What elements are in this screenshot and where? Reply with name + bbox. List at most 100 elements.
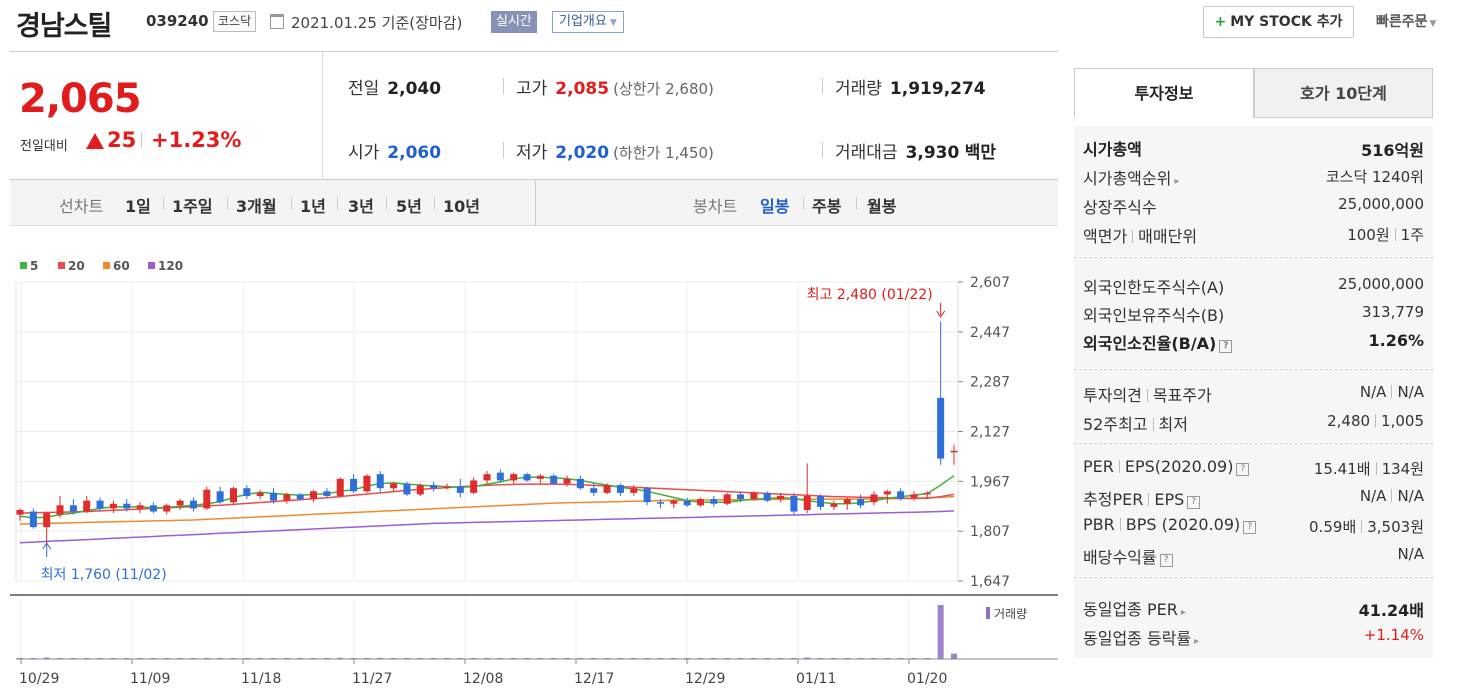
quick-order-label: 빠른주문 xyxy=(1376,14,1428,30)
y-tick-label: 1,807 xyxy=(970,524,1010,540)
dividend-text: 배당수익률 xyxy=(1083,548,1157,567)
tab-order-book[interactable]: 호가 10단계 xyxy=(1254,68,1433,118)
market-cap-label: 시가총액 xyxy=(1083,140,1142,159)
realtime-button[interactable]: 실시간 xyxy=(491,11,537,33)
candlestick-chart[interactable]: 5 20 60 120 최고 2,480 (01/22) 최저 1,760 (11/02… xyxy=(10,227,1058,699)
chart-annotations: 최고 2,480 (01/22) 최저 1,760 (11/02) xyxy=(41,287,946,583)
period-3m[interactable]: 3개월 xyxy=(236,197,277,216)
foreign-limit-value: 25,000,000 xyxy=(1338,275,1424,293)
amount-label: 거래대금 xyxy=(835,143,898,163)
period-10y[interactable]: 10년 xyxy=(443,197,480,216)
candle-body xyxy=(16,509,24,515)
quick-order-dropdown[interactable]: 빠른주문 ▼ xyxy=(1376,11,1436,31)
industry-change-text: 동일업종 등락률 xyxy=(1083,629,1192,648)
candle-body xyxy=(523,474,531,481)
candle-body xyxy=(696,499,704,506)
market-cap-rank-row[interactable]: 시가총액순위 ▸ 코스닥 1240위 xyxy=(1074,161,1433,190)
candle-body xyxy=(163,505,171,512)
volume-bar xyxy=(337,657,344,659)
period-1d[interactable]: 1일 xyxy=(125,197,151,216)
market-cap-rank-value: 코스닥 1240위 xyxy=(1325,168,1424,186)
divider xyxy=(1152,418,1154,431)
info-group-opinion: 투자의견 목표주가 N/A N/A 52주최고 최저 2,480 1,005 xyxy=(1074,370,1433,442)
candle-body xyxy=(683,500,691,506)
price-chart[interactable]: 5 20 60 120 최고 2,480 (01/22) 최저 1,760 (11/02… xyxy=(10,227,1058,699)
divider xyxy=(1074,577,1433,578)
candle-monthly[interactable]: 월봉 xyxy=(867,197,897,216)
divider xyxy=(503,142,504,158)
period-1y[interactable]: 1년 xyxy=(300,197,326,216)
candle-body xyxy=(750,492,758,500)
industry-per-label: 동일업종 PER ▸ xyxy=(1083,596,1186,620)
add-my-stock-button[interactable]: + MY STOCK 추가 xyxy=(1203,6,1354,38)
divider xyxy=(1361,520,1363,533)
amount-value: 3,930 xyxy=(905,143,960,163)
invest-info-panel: 투자정보 호가 10단계 시가총액 516억원 시가총액순위 ▸ 코스닥 1240… xyxy=(1074,68,1433,658)
pbr-text: PBR xyxy=(1083,515,1115,534)
candle-body xyxy=(283,494,291,501)
change-percent: +1.23% xyxy=(151,128,242,152)
candle-body xyxy=(857,499,865,506)
par-label: 액면가 xyxy=(1083,227,1128,246)
current-price-box: 2,065 전일대비 25 +1.23% xyxy=(10,52,323,179)
industry-change-row[interactable]: 동일업종 등락률 ▸ +1.14% xyxy=(1074,621,1433,650)
period-3y[interactable]: 3년 xyxy=(348,197,374,216)
legend-swatch xyxy=(148,262,155,269)
company-overview-dropdown[interactable]: 기업개요 ▼ xyxy=(552,11,624,33)
prev-close-label: 전일 xyxy=(348,79,380,99)
candle-body xyxy=(777,495,785,500)
candle-body xyxy=(96,500,104,509)
candle-chart-label: 봉차트 xyxy=(693,197,738,216)
divider xyxy=(803,197,804,210)
listed-shares-value: 25,000,000 xyxy=(1338,195,1424,213)
candle-body xyxy=(670,500,678,504)
help-icon[interactable]: ? xyxy=(1243,521,1257,534)
candle-body xyxy=(256,492,264,496)
period-5y[interactable]: 5년 xyxy=(396,197,422,216)
chevron-right-icon: ▸ xyxy=(1174,176,1180,187)
dividend-label: 배당수익률? xyxy=(1083,544,1173,568)
volume-legend-swatch xyxy=(986,607,990,619)
stock-header: 경남스틸 039240 코스닥 2021.01.25 기준(장마감) 실시간 기… xyxy=(0,0,1461,44)
industry-per-row[interactable]: 동일업종 PER ▸ 41.24배 xyxy=(1074,592,1433,621)
divider xyxy=(1119,518,1121,531)
volume-legend-label: 거래량 xyxy=(994,607,1027,621)
opinion-text: 투자의견 xyxy=(1083,386,1142,405)
price-summary: 2,065 전일대비 25 +1.23% 전일 2,040 고가 2,085 (상한가… xyxy=(10,51,1058,180)
high-arrow-head xyxy=(936,310,946,318)
candle-body xyxy=(910,494,918,498)
candle-body xyxy=(443,486,451,489)
candle-body xyxy=(470,480,478,493)
candle-body xyxy=(43,513,51,528)
foreign-ratio-value: 1.26% xyxy=(1368,331,1424,350)
help-icon[interactable]: ? xyxy=(1236,463,1250,476)
candle-body xyxy=(563,478,571,484)
pbr-row: PBR BPS (2020.09)? 0.59배 3,503원 xyxy=(1074,511,1433,540)
candle-daily[interactable]: 일봉 xyxy=(760,197,790,216)
info-group-market: 시가총액 516억원 시가총액순위 ▸ 코스닥 1240위 상장주식수 25,00… xyxy=(1074,126,1433,256)
candle-body xyxy=(510,474,518,481)
foreign-hold-row: 외국인보유주식수(B) 313,779 xyxy=(1074,298,1433,327)
period-1w[interactable]: 1주일 xyxy=(172,197,213,216)
eps-text: EPS(2020.09) xyxy=(1124,457,1234,476)
chart-grid xyxy=(15,281,959,659)
low-annotation: 최저 1,760 (11/02) xyxy=(41,567,167,583)
est-per-row: 추정PER EPS? N/A N/A xyxy=(1074,482,1433,511)
divider xyxy=(227,197,228,210)
info-group-industry: 동일업종 PER ▸ 41.24배 동일업종 등락률 ▸ +1.14% xyxy=(1074,578,1433,658)
prev-close-value: 2,040 xyxy=(387,79,442,99)
candle-body xyxy=(296,494,304,500)
help-icon[interactable]: ? xyxy=(1159,554,1173,567)
candle-body xyxy=(830,503,838,507)
help-icon[interactable]: ? xyxy=(1187,496,1201,509)
candle-body xyxy=(897,491,905,500)
divider xyxy=(1391,489,1393,502)
tab-invest-info[interactable]: 투자정보 xyxy=(1074,68,1254,118)
par-value-label: 액면가 매매단위 xyxy=(1083,223,1197,247)
help-icon[interactable]: ? xyxy=(1219,340,1233,353)
candle-body xyxy=(643,488,651,503)
candle-body xyxy=(817,495,825,507)
candle-weekly[interactable]: 주봉 xyxy=(812,197,842,216)
market-cap-row: 시가총액 516억원 xyxy=(1074,132,1433,161)
week52-low-text: 최저 xyxy=(1158,415,1188,434)
